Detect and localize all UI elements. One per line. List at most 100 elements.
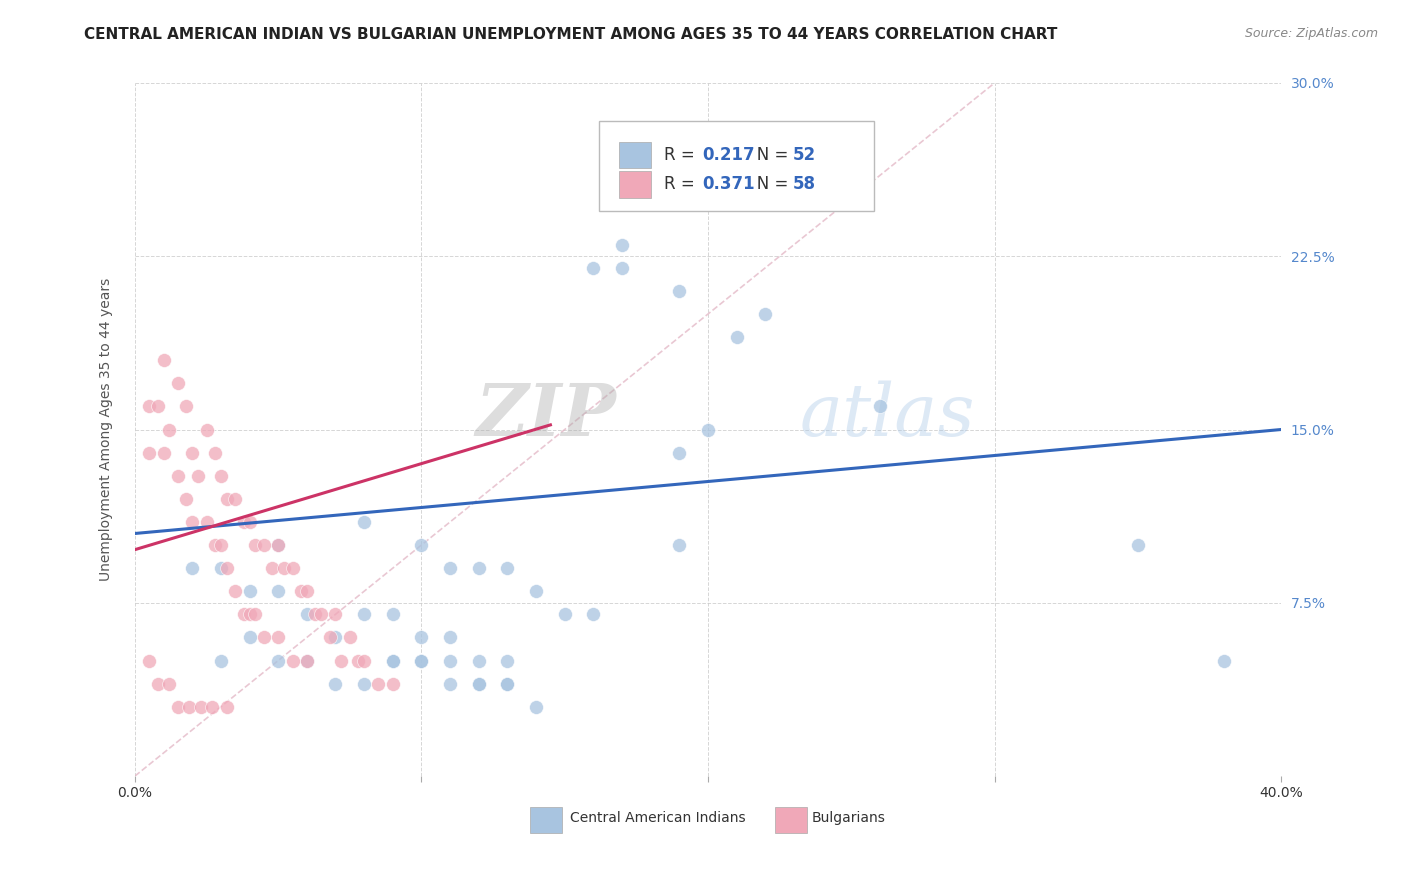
- Point: [325, 676, 347, 690]
- Text: 58: 58: [793, 176, 815, 194]
- FancyBboxPatch shape: [619, 171, 651, 198]
- Point: [146, 400, 169, 414]
- Point: [138, 400, 160, 414]
- Point: [295, 654, 318, 668]
- Point: [176, 400, 198, 414]
- Point: [238, 584, 260, 599]
- Point: [381, 607, 404, 622]
- Point: [582, 607, 605, 622]
- Text: 0.217: 0.217: [702, 146, 755, 164]
- Point: [811, 122, 834, 136]
- Point: [209, 654, 232, 668]
- Point: [179, 699, 201, 714]
- Text: Source: ZipAtlas.com: Source: ZipAtlas.com: [1244, 27, 1378, 40]
- Text: R =: R =: [665, 146, 700, 164]
- Text: 52: 52: [793, 146, 815, 164]
- Text: N =: N =: [741, 176, 794, 194]
- Point: [181, 445, 204, 459]
- Point: [201, 699, 224, 714]
- Point: [411, 654, 433, 668]
- Point: [152, 445, 174, 459]
- Point: [668, 538, 690, 552]
- Point: [267, 584, 290, 599]
- Point: [468, 654, 491, 668]
- Point: [209, 468, 232, 483]
- Point: [668, 284, 690, 298]
- Point: [339, 631, 361, 645]
- Point: [411, 538, 433, 552]
- Point: [181, 515, 204, 529]
- Point: [195, 515, 218, 529]
- Point: [290, 584, 312, 599]
- Point: [468, 676, 491, 690]
- Text: Bulgarians: Bulgarians: [811, 811, 884, 825]
- Text: CENTRAL AMERICAN INDIAN VS BULGARIAN UNEMPLOYMENT AMONG AGES 35 TO 44 YEARS CORR: CENTRAL AMERICAN INDIAN VS BULGARIAN UNE…: [84, 27, 1057, 42]
- Point: [167, 699, 190, 714]
- Point: [295, 607, 318, 622]
- Point: [187, 468, 209, 483]
- Point: [232, 607, 254, 622]
- Point: [439, 561, 461, 575]
- Point: [554, 607, 576, 622]
- Point: [1126, 538, 1149, 552]
- Point: [273, 561, 295, 575]
- Point: [167, 468, 190, 483]
- Point: [146, 676, 169, 690]
- FancyBboxPatch shape: [619, 142, 651, 169]
- Point: [381, 654, 404, 668]
- Point: [267, 631, 290, 645]
- Point: [330, 654, 353, 668]
- Point: [238, 515, 260, 529]
- Point: [725, 330, 748, 344]
- Point: [262, 561, 284, 575]
- Point: [267, 654, 290, 668]
- Point: [869, 400, 891, 414]
- Point: [224, 491, 246, 506]
- Point: [215, 561, 238, 575]
- Point: [281, 561, 304, 575]
- Point: [190, 699, 212, 714]
- Point: [319, 631, 342, 645]
- Point: [524, 699, 547, 714]
- Point: [209, 561, 232, 575]
- Point: [353, 676, 375, 690]
- Point: [295, 584, 318, 599]
- Point: [381, 654, 404, 668]
- Point: [439, 654, 461, 668]
- Point: [138, 445, 160, 459]
- Point: [267, 538, 290, 552]
- FancyBboxPatch shape: [599, 121, 875, 211]
- Point: [347, 654, 370, 668]
- Point: [309, 607, 332, 622]
- Point: [468, 676, 491, 690]
- Text: 0.371: 0.371: [702, 176, 755, 194]
- Point: [204, 538, 226, 552]
- Point: [1212, 654, 1234, 668]
- Text: N =: N =: [741, 146, 794, 164]
- Point: [325, 607, 347, 622]
- FancyBboxPatch shape: [530, 806, 562, 833]
- Point: [181, 561, 204, 575]
- Point: [224, 584, 246, 599]
- Point: [610, 237, 633, 252]
- Point: [204, 445, 226, 459]
- Point: [238, 631, 260, 645]
- Point: [582, 260, 605, 275]
- Point: [195, 423, 218, 437]
- Point: [353, 515, 375, 529]
- Point: [238, 607, 260, 622]
- Point: [215, 491, 238, 506]
- Point: [232, 515, 254, 529]
- Point: [496, 676, 519, 690]
- Point: [496, 561, 519, 575]
- Point: [267, 538, 290, 552]
- Point: [496, 654, 519, 668]
- Point: [353, 607, 375, 622]
- FancyBboxPatch shape: [775, 806, 807, 833]
- Point: [754, 307, 776, 321]
- Point: [304, 607, 326, 622]
- Y-axis label: Unemployment Among Ages 35 to 44 years: Unemployment Among Ages 35 to 44 years: [100, 278, 114, 581]
- Point: [157, 423, 180, 437]
- Point: [439, 676, 461, 690]
- Point: [209, 538, 232, 552]
